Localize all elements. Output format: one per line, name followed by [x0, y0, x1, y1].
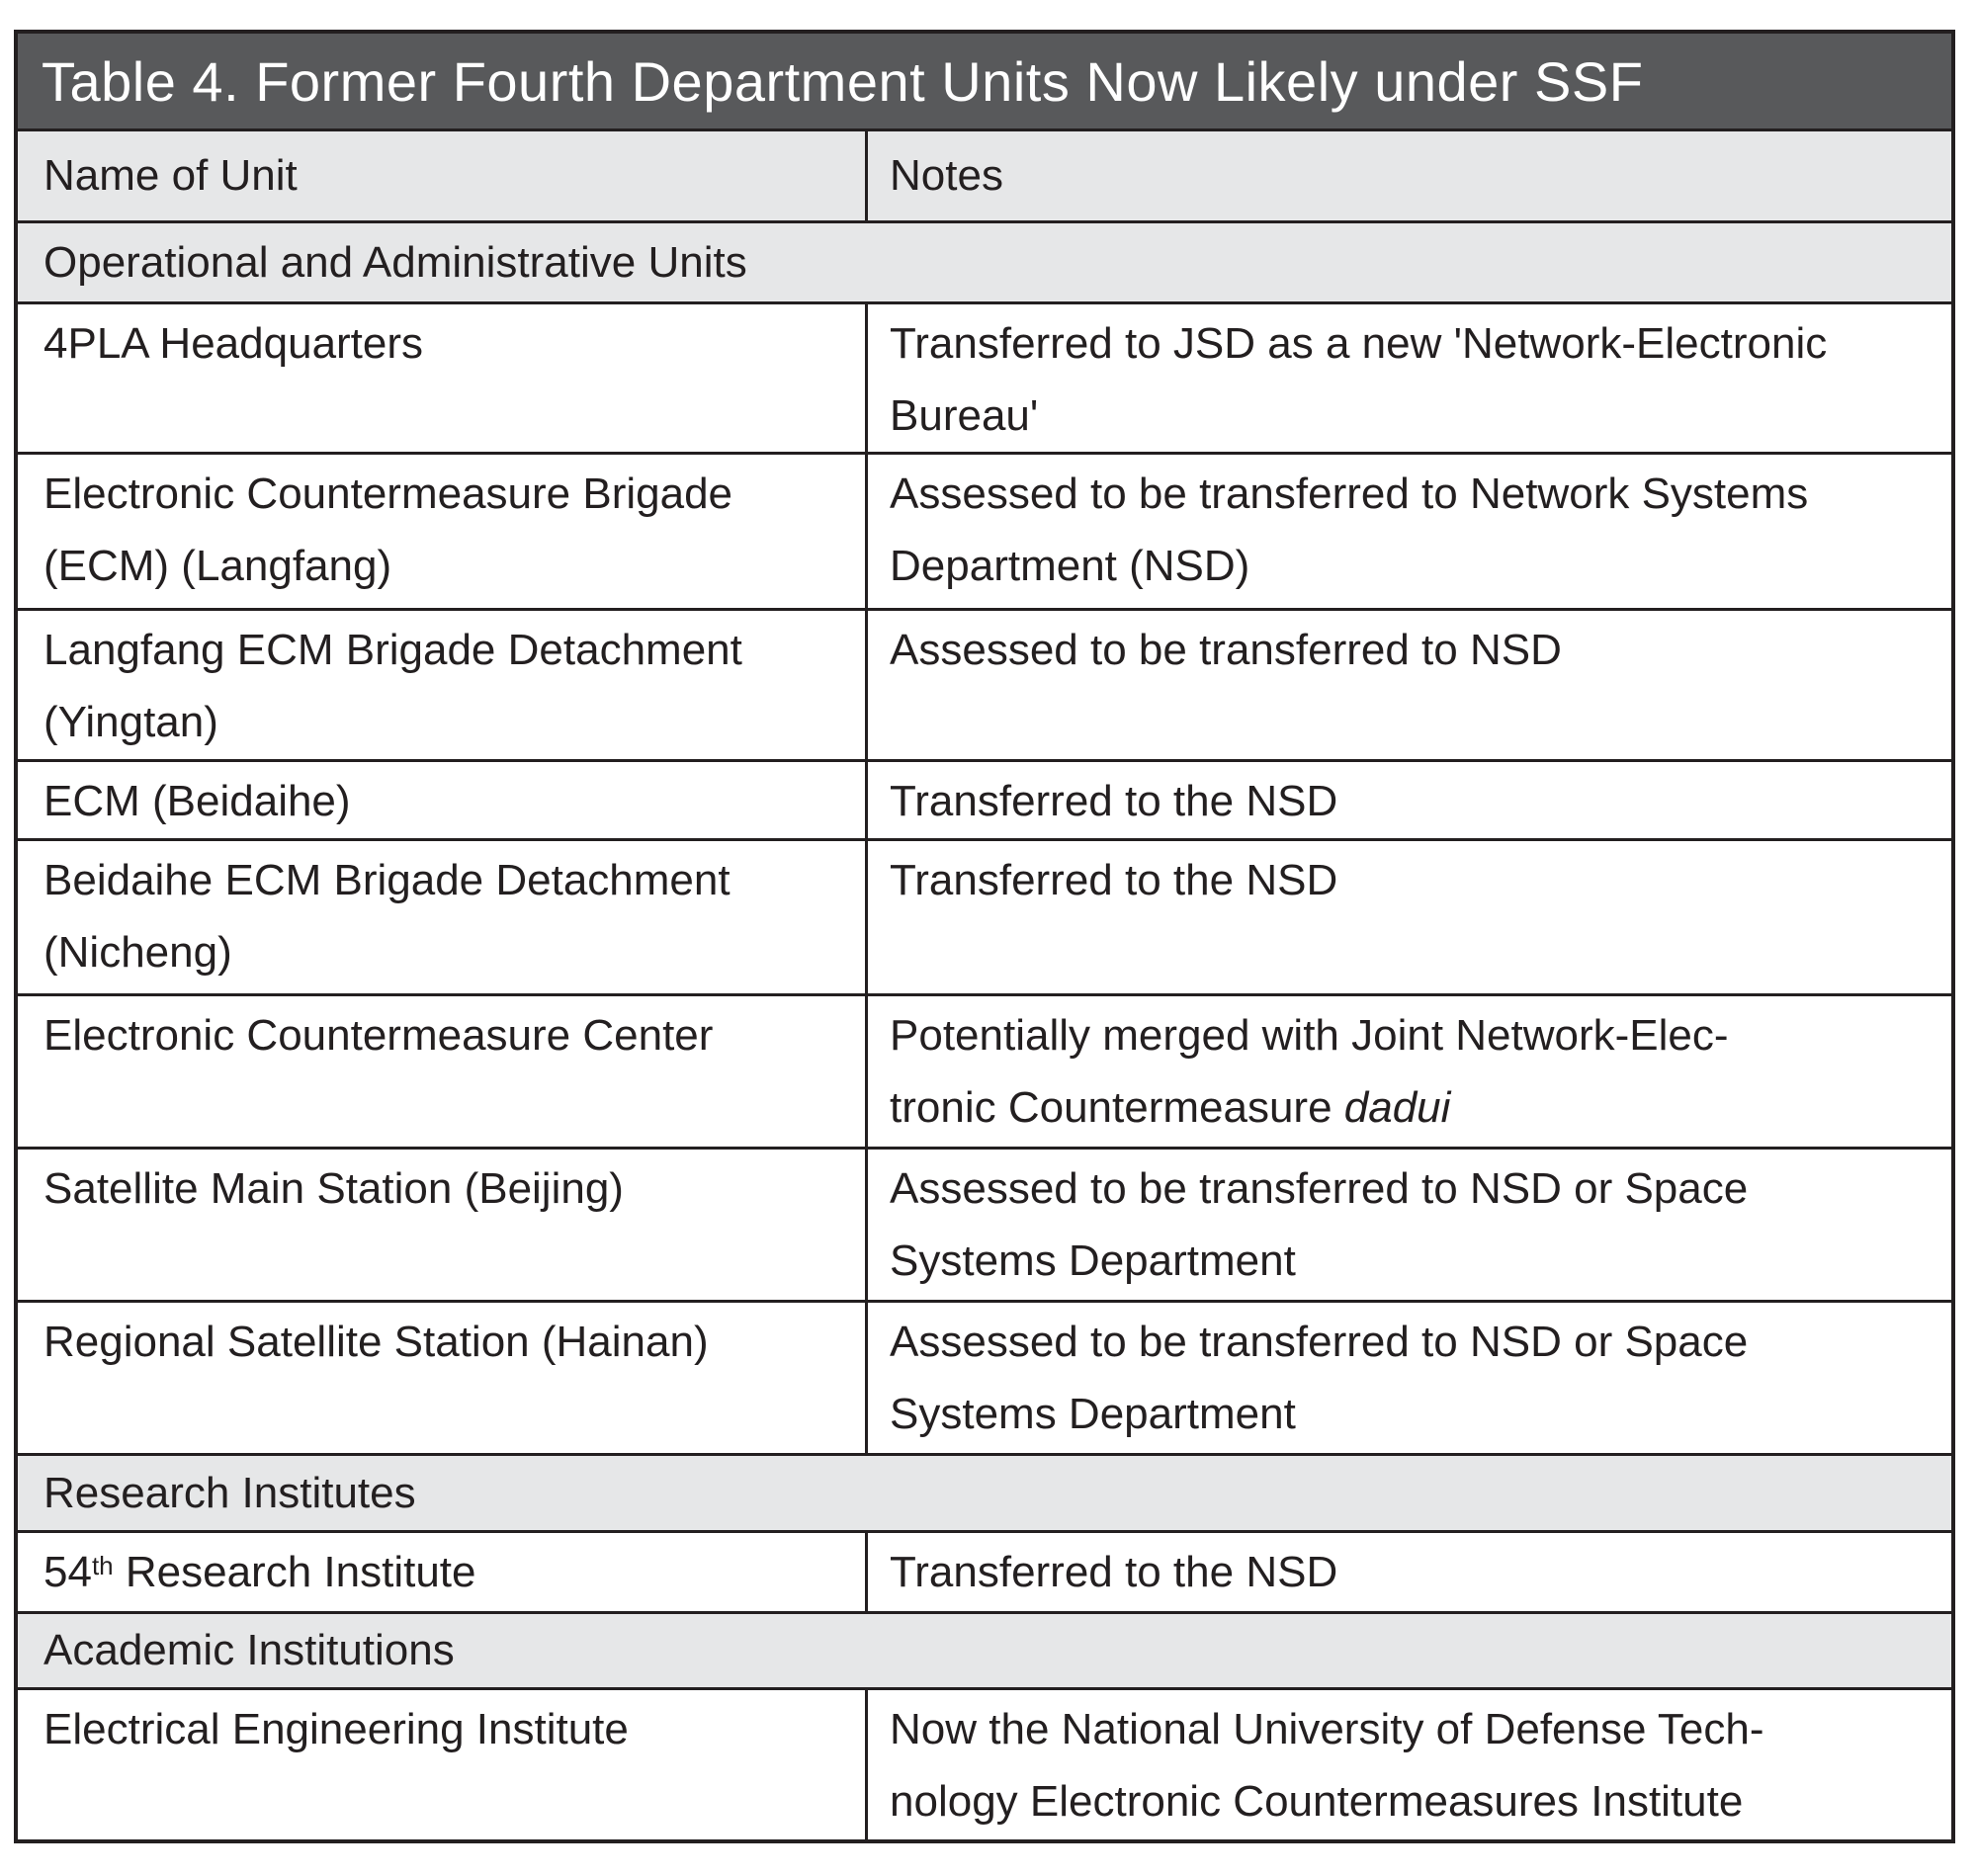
unit-name-line: ECM (Beidaihe) — [43, 777, 351, 825]
unit-name-line: Electrical Engineering Institute — [43, 1705, 629, 1753]
unit-notes-line: Department (NSD) — [890, 542, 1250, 590]
unit-notes-line: Now the National University of Defense T… — [890, 1705, 1764, 1753]
unit-notes-line: Transferred to the NSD — [890, 777, 1338, 825]
table-row: Electronic Countermeasure Center Potenti… — [18, 993, 1951, 1147]
unit-name-cell: Satellite Main Station (Beijing) — [18, 1150, 868, 1300]
table-4-former-fourth-department-units: Table 4. Former Fourth Department Units … — [14, 30, 1955, 1843]
column-header-notes: Notes — [868, 131, 1951, 220]
unit-name-cell: Electronic Countermeasure Center — [18, 996, 868, 1147]
unit-notes-line: Transferred to JSD as a new 'Network-Ele… — [890, 319, 1828, 368]
section-header-row-academic-institutions: Academic Institutions — [18, 1611, 1951, 1687]
table-row: Langfang ECM Brigade Detachment (Yingtan… — [18, 608, 1951, 759]
table-row: ECM (Beidaihe) Transferred to the NSD — [18, 759, 1951, 838]
unit-notes-cell: Transferred to the NSD — [868, 841, 1951, 993]
table-row: Electrical Engineering Institute Now the… — [18, 1687, 1951, 1839]
unit-name-line: (ECM) (Langfang) — [43, 542, 392, 590]
unit-notes-cell: Potentially merged with Joint Network-El… — [868, 996, 1951, 1147]
unit-notes-cell: Transferred to JSD as a new 'Network-Ele… — [868, 304, 1951, 452]
unit-notes-line: Systems Department — [890, 1236, 1296, 1285]
unit-name-cell: Electrical Engineering Institute — [18, 1690, 868, 1839]
unit-notes-text: tronic Countermeasure — [890, 1083, 1344, 1132]
column-header-label: Name of Unit — [43, 151, 298, 200]
unit-notes-line: Bureau' — [890, 391, 1039, 440]
unit-name-cell: Electronic Countermeasure Brigade (ECM) … — [18, 455, 868, 608]
section-header-row-operational: Operational and Administrative Units — [18, 220, 1951, 301]
unit-notes-italic-term: dadui — [1343, 1083, 1451, 1132]
unit-notes-cell: Assessed to be transferred to NSD — [868, 611, 1951, 759]
unit-name-cell: 4PLA Headquarters — [18, 304, 868, 452]
unit-notes-cell: Now the National University of Defense T… — [868, 1690, 1951, 1839]
unit-notes-line: Assessed to be transferred to NSD or Spa… — [890, 1164, 1749, 1213]
unit-name-line: 4PLA Headquarters — [43, 319, 424, 368]
ordinal-superscript: th — [91, 1551, 114, 1581]
table-row: Satellite Main Station (Beijing) Assesse… — [18, 1147, 1951, 1300]
unit-name-cell: Langfang ECM Brigade Detachment (Yingtan… — [18, 611, 868, 759]
unit-notes-line: tronic Countermeasure dadui — [890, 1071, 1951, 1144]
unit-name-line: Electronic Countermeasure Center — [43, 1011, 714, 1060]
table-row: Regional Satellite Station (Hainan) Asse… — [18, 1300, 1951, 1453]
table-row: Electronic Countermeasure Brigade (ECM) … — [18, 452, 1951, 608]
table-row: 4PLA Headquarters Transferred to JSD as … — [18, 301, 1951, 452]
unit-notes-line: nology Electronic Countermeasures Instit… — [890, 1777, 1744, 1826]
unit-name-line: Satellite Main Station (Beijing) — [43, 1164, 624, 1213]
unit-notes-cell: Transferred to the NSD — [868, 1533, 1951, 1611]
unit-name-line: Beidaihe ECM Brigade Detachment — [43, 856, 731, 904]
unit-notes-line: Transferred to the NSD — [890, 1548, 1338, 1596]
unit-name-cell: 54th Research Institute — [18, 1533, 868, 1611]
unit-name-line: Langfang ECM Brigade Detachment — [43, 626, 742, 674]
column-header-label: Notes — [890, 151, 1003, 200]
section-header-row-research-institutes: Research Institutes — [18, 1453, 1951, 1530]
unit-notes-line: Assessed to be transferred to Network Sy… — [890, 469, 1809, 518]
unit-name-line: Regional Satellite Station (Hainan) — [43, 1318, 709, 1366]
unit-name-line: (Yingtan) — [43, 698, 218, 746]
unit-notes-line: Assessed to be transferred to NSD or Spa… — [890, 1318, 1749, 1366]
unit-notes-line: Assessed to be transferred to NSD — [890, 626, 1562, 674]
unit-name-line: (Nicheng) — [43, 928, 232, 977]
unit-name-text: Research Institute — [113, 1548, 476, 1596]
unit-name-cell: Regional Satellite Station (Hainan) — [18, 1303, 868, 1453]
unit-notes-cell: Assessed to be transferred to Network Sy… — [868, 455, 1951, 608]
column-header-row: Name of Unit Notes — [18, 128, 1951, 220]
unit-notes-cell: Transferred to the NSD — [868, 762, 1951, 838]
table-row: Beidaihe ECM Brigade Detachment (Nicheng… — [18, 838, 1951, 993]
unit-notes-line: Systems Department — [890, 1390, 1296, 1438]
table-title: Table 4. Former Fourth Department Units … — [18, 34, 1951, 128]
unit-notes-line: Potentially merged with Joint Network-El… — [890, 1011, 1729, 1060]
column-header-name-of-unit: Name of Unit — [18, 131, 868, 220]
unit-name-line: 54th Research Institute — [43, 1536, 865, 1608]
unit-name-line: Electronic Countermeasure Brigade — [43, 469, 733, 518]
unit-name-cell: Beidaihe ECM Brigade Detachment (Nicheng… — [18, 841, 868, 993]
unit-notes-cell: Assessed to be transferred to NSD or Spa… — [868, 1303, 1951, 1453]
unit-name-cell: ECM (Beidaihe) — [18, 762, 868, 838]
unit-notes-cell: Assessed to be transferred to NSD or Spa… — [868, 1150, 1951, 1300]
unit-name-number: 54 — [43, 1548, 92, 1596]
table-row: 54th Research Institute Transferred to t… — [18, 1530, 1951, 1611]
unit-notes-line: Transferred to the NSD — [890, 856, 1338, 904]
